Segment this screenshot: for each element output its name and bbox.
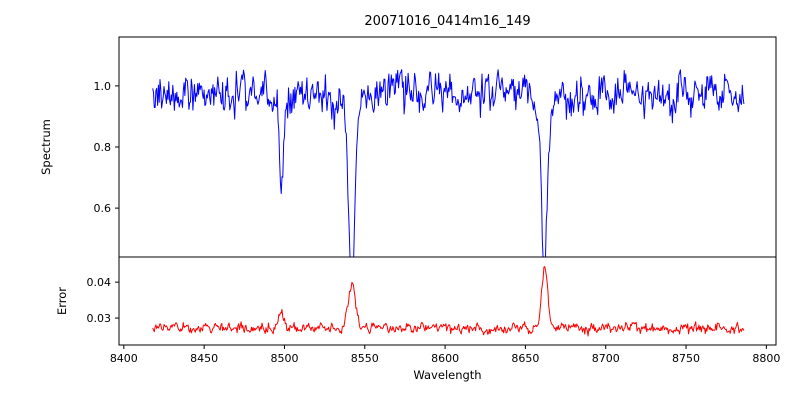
error-panel-border [118, 256, 777, 346]
spectrum-panel-border [118, 36, 777, 258]
x-tick-label: 8750 [672, 352, 700, 365]
error-y-axis-label: Error [55, 286, 69, 316]
error-y-tick-label: 0.03 [87, 312, 112, 325]
x-tick-label: 8450 [190, 352, 218, 365]
x-tick-label: 8600 [431, 352, 459, 365]
spectrum-line [152, 69, 745, 257]
x-tick-label: 8650 [511, 352, 539, 365]
x-tick-label: 8700 [592, 352, 620, 365]
x-tick-label: 8400 [110, 352, 138, 365]
spectrum-y-tick-label: 0.8 [94, 141, 112, 154]
chart-title: 20071016_0414m16_149 [364, 14, 531, 29]
x-tick-label: 8800 [752, 352, 780, 365]
spectrum-y-tick-label: 0.6 [94, 202, 112, 215]
error-line [152, 266, 745, 337]
x-axis-label: Wavelength [413, 368, 482, 382]
spectrum-y-tick-label: 1.0 [94, 80, 112, 93]
x-tick-label: 8500 [270, 352, 298, 365]
spectrum-y-axis-label: Spectrum [39, 119, 53, 175]
error-y-tick-label: 0.04 [87, 276, 112, 289]
x-tick-label: 8550 [351, 352, 379, 365]
